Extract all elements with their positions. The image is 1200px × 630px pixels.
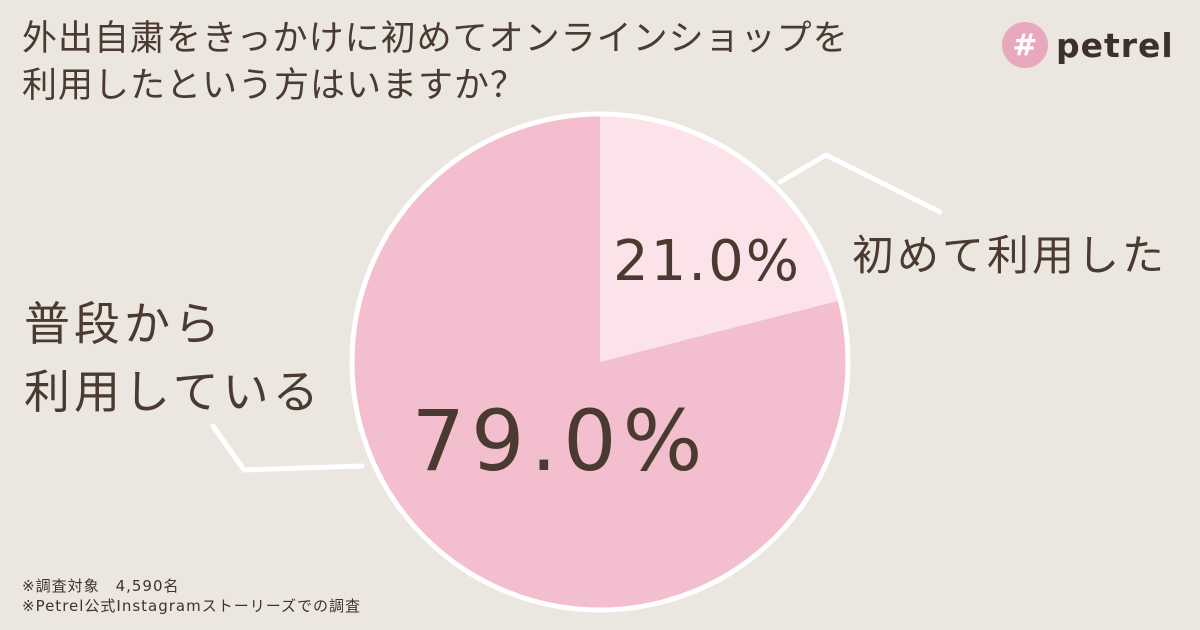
title-line-2: 利用したという方はいますか？ bbox=[22, 66, 527, 106]
leader-line-usual-use bbox=[210, 423, 365, 473]
hash-icon: # bbox=[1002, 22, 1048, 68]
pie-slice-first-use bbox=[600, 114, 841, 362]
footnote-sample-size: ※調査対象 4,590名 bbox=[22, 577, 180, 595]
category-label-usual-line-1: 普段から bbox=[24, 297, 224, 351]
pie-border bbox=[349, 111, 851, 613]
category-label-first-use: 初めて利用した bbox=[852, 231, 1168, 280]
footnotes: ※調査対象 4,590名 ※Petrel公式Instagramストーリーズでの調… bbox=[22, 576, 361, 616]
chart-title: 外出自粛をきっかけに初めてオンラインショップを 利用したという方はいますか？ bbox=[22, 16, 952, 110]
leader-line-first-use bbox=[777, 152, 943, 215]
title-line-1: 外出自粛をきっかけに初めてオンラインショップを bbox=[22, 19, 849, 59]
data-label-usual-use: 79.0% bbox=[412, 392, 709, 490]
brand-name: petrel bbox=[1056, 25, 1174, 65]
category-label-usual-line-2: 利用している bbox=[24, 365, 323, 419]
category-label-usual-use: 普段から 利用している bbox=[24, 290, 323, 426]
footnote-source: ※Petrel公式Instagramストーリーズでの調査 bbox=[22, 597, 361, 615]
pie-slice-usual-use bbox=[352, 114, 849, 610]
data-label-first-use: 21.0% bbox=[613, 229, 801, 294]
brand-logo: # petrel bbox=[1002, 22, 1174, 68]
